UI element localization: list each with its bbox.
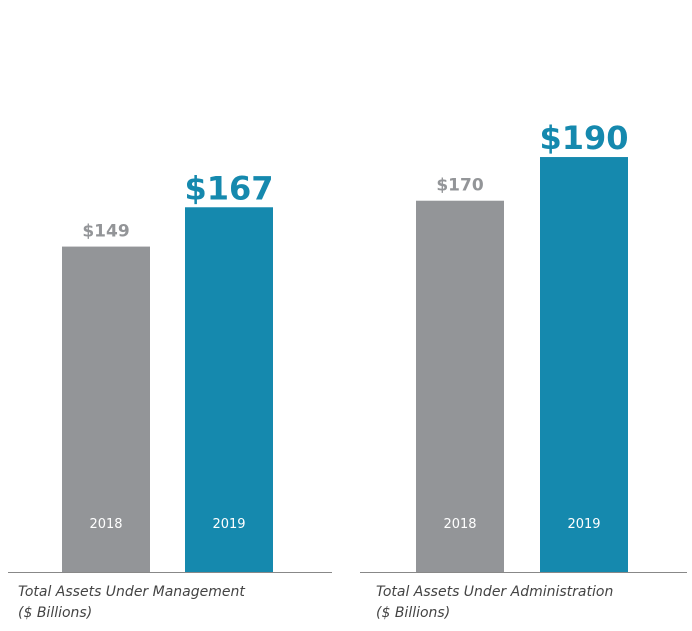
chart-panel-aua: $170 2018 $190 2019 — [360, 119, 687, 573]
chart-panel-aum: $149 2018 $167 2019 — [8, 169, 332, 573]
chart-title-aum: Total Assets Under Management — [18, 584, 245, 600]
value-label-aum-2019: $167 — [184, 169, 273, 207]
value-label-aua-2018: $170 — [436, 176, 483, 196]
bar-aum-2018 — [62, 246, 150, 573]
category-label-aum-2019: 2019 — [212, 517, 245, 532]
value-label-aum-2018: $149 — [82, 222, 129, 242]
bar-aum-2019 — [185, 207, 273, 572]
chart-caption-aum: Total Assets Under Management ($ Billion… — [18, 582, 245, 624]
category-label-aua-2018: 2018 — [443, 517, 476, 532]
category-label-aua-2019: 2019 — [567, 517, 600, 532]
bar-aua-2018 — [416, 200, 504, 572]
chart-subtitle-aua: ($ Billions) — [376, 605, 451, 621]
category-label-aum-2018: 2018 — [89, 517, 122, 532]
chart-caption-aua: Total Assets Under Administration ($ Bil… — [376, 582, 613, 624]
chart-title-aua: Total Assets Under Administration — [376, 584, 614, 600]
value-label-aua-2019: $190 — [539, 119, 628, 157]
chart-subtitle-aum: ($ Billions) — [18, 605, 93, 621]
bar-aua-2019 — [540, 157, 628, 573]
